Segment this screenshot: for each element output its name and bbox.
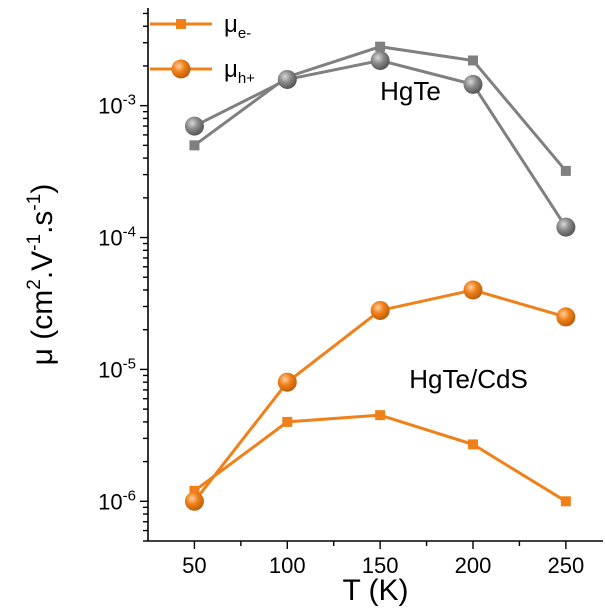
y-title-prefix: μ (cm: [26, 290, 59, 366]
legend-marker-circle: [171, 59, 191, 79]
legend-symbol: μ: [224, 11, 238, 38]
data-point-circle: [556, 307, 576, 327]
y-axis-title: μ (cm2.V-1.s-1): [24, 184, 59, 366]
annotation-hgte-cds: HgTe/CdS: [409, 364, 528, 394]
y-tick-label-3: 10-3: [98, 92, 136, 119]
legend-subscript: e-: [238, 25, 251, 42]
annotation-hgte: HgTe: [380, 76, 441, 106]
series-hgte-cdseminus: [189, 410, 571, 507]
y-tick-label-0: 10-6: [98, 487, 136, 514]
y-tick-base: 10: [98, 226, 122, 251]
data-point-square: [560, 165, 571, 176]
data-point-square: [189, 485, 200, 496]
legend: μe-μh+: [150, 11, 255, 87]
data-point-square: [189, 140, 200, 151]
data-point-circle: [370, 50, 390, 70]
x-tick-label-250: 250: [547, 553, 584, 578]
data-point-circle: [184, 491, 204, 511]
legend-marker-square: [176, 19, 186, 29]
x-tick-label-50: 50: [182, 553, 206, 578]
x-tick-label-200: 200: [455, 553, 492, 578]
y-tick-label-2: 10-4: [98, 224, 136, 251]
y-title-sup3: -1: [24, 194, 45, 211]
y-title-sup2: -1: [24, 234, 45, 251]
data-point-circle: [370, 300, 390, 320]
y-tick-base: 10: [98, 94, 122, 119]
data-point-square: [375, 41, 386, 52]
data-point-square: [375, 410, 386, 421]
y-tick-label-1: 10-5: [98, 355, 136, 382]
series-hgtehplus: [184, 50, 576, 237]
data-point-circle: [556, 217, 576, 237]
y-tick-exp: -6: [123, 487, 136, 504]
y-tick-exp: -5: [123, 355, 136, 372]
data-point-square: [282, 416, 293, 427]
data-point-circle: [277, 69, 297, 89]
data-point-circle: [184, 116, 204, 136]
data-point-circle: [277, 372, 297, 392]
y-title-suffix: ): [26, 184, 59, 194]
y-tick-exp: -3: [123, 92, 136, 109]
axes: [147, 8, 603, 542]
series-hgte-cdshplus: [184, 280, 576, 511]
y-tick-exp: -4: [123, 224, 136, 241]
legend-label-0: μe-: [224, 11, 251, 42]
y-title-sup1: 2: [24, 279, 45, 290]
series-line-3: [193, 288, 567, 503]
data-point-circle: [463, 74, 483, 94]
legend-subscript: h+: [238, 70, 255, 87]
legend-symbol: μ: [224, 56, 238, 83]
data-point-square: [468, 55, 478, 66]
y-tick-base: 10: [98, 489, 122, 514]
data-point-square: [560, 496, 571, 507]
x-tick-label-150: 150: [362, 553, 399, 578]
x-axis-title: T (K): [342, 574, 408, 607]
y-tick-base: 10: [98, 357, 122, 382]
series-layer: [184, 41, 576, 511]
data-point-square: [468, 439, 478, 450]
y-title-mid: .V: [26, 251, 59, 279]
y-title-mid2: .s: [26, 211, 59, 234]
data-point-circle: [463, 280, 483, 300]
legend-label-1: μh+: [224, 56, 255, 87]
x-tick-label-100: 100: [269, 553, 306, 578]
